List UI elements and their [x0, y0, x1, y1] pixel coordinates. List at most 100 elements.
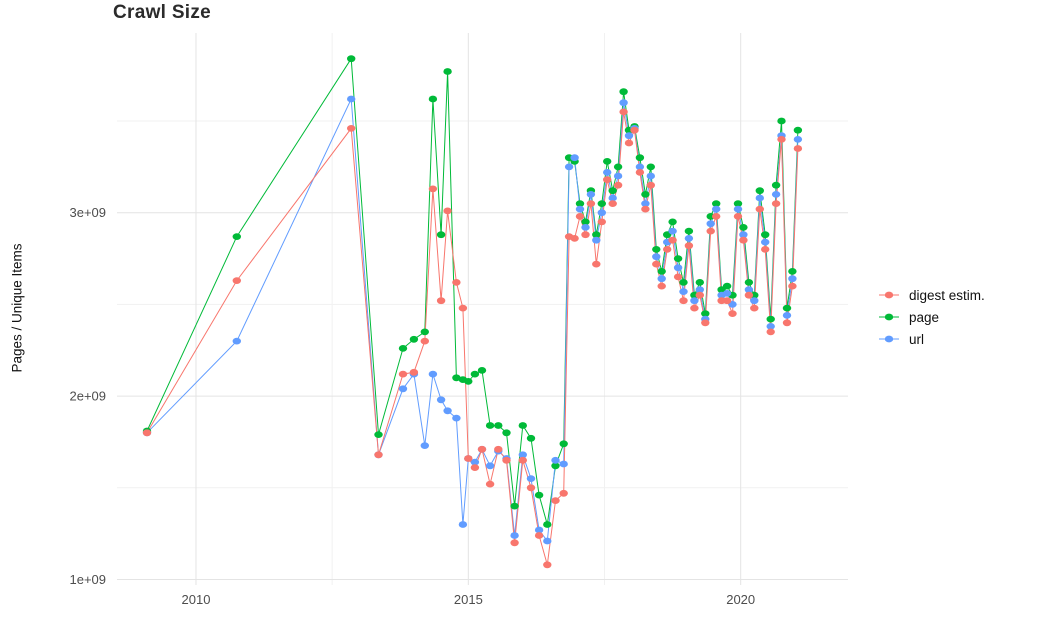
data-point-page	[755, 187, 764, 195]
data-point-page	[684, 227, 694, 235]
data-point-url	[793, 136, 803, 143]
data-point-digest	[232, 277, 241, 284]
data-point-url	[673, 264, 683, 272]
data-point-url	[782, 312, 792, 319]
legend-label: digest estim.	[909, 287, 985, 303]
data-point-digest	[733, 213, 743, 220]
data-point-page	[739, 224, 748, 231]
legend-label: url	[909, 331, 925, 347]
data-point-page	[436, 231, 446, 239]
x-tick-label: 2015	[454, 592, 483, 607]
data-point-digest	[428, 185, 438, 193]
data-point-page	[409, 335, 419, 343]
data-point-digest	[706, 227, 715, 235]
series-line-digest	[146, 111, 799, 565]
data-point-digest	[646, 181, 655, 189]
data-point-page	[777, 117, 786, 125]
data-point-page	[477, 367, 487, 374]
data-point-page	[518, 422, 527, 429]
data-point-url	[428, 370, 438, 378]
data-point-page	[619, 88, 628, 96]
data-point-url	[613, 172, 623, 180]
data-point-url	[739, 231, 748, 239]
data-point-digest	[608, 200, 617, 208]
data-point-url	[684, 235, 694, 242]
data-point-page	[502, 429, 511, 437]
data-point-url	[470, 458, 480, 466]
data-point-url	[443, 407, 452, 415]
data-point-url	[722, 290, 732, 297]
data-point-digest	[657, 282, 666, 290]
data-point-digest	[518, 456, 527, 464]
legend-key-page-icon	[879, 313, 899, 321]
data-point-url	[452, 414, 461, 422]
data-point-digest	[409, 368, 419, 376]
data-point-url	[761, 238, 770, 246]
data-point-url	[597, 209, 606, 217]
data-point-page	[771, 181, 781, 189]
data-point-digest	[436, 297, 446, 305]
data-point-page	[646, 163, 655, 171]
data-point-digest	[652, 260, 661, 268]
legend-key-url-icon	[879, 335, 899, 343]
data-point-digest	[624, 139, 634, 147]
data-point-digest	[543, 561, 552, 569]
data-point-digest	[551, 497, 560, 504]
data-point-url	[575, 205, 585, 213]
data-point-digest	[559, 489, 568, 497]
data-point-page	[575, 200, 585, 208]
data-point-digest	[630, 126, 639, 134]
data-point-url	[232, 337, 241, 345]
data-point-url	[788, 275, 797, 283]
data-point-url	[755, 194, 764, 202]
data-point-page	[559, 440, 568, 448]
data-point-url	[766, 323, 775, 330]
data-point-url	[570, 154, 579, 162]
data-point-page	[761, 231, 770, 239]
data-point-url	[624, 132, 634, 140]
data-point-digest	[679, 297, 688, 305]
data-point-digest	[722, 297, 732, 305]
x-tick-label: 2020	[726, 592, 755, 607]
data-point-digest	[443, 207, 452, 215]
data-point-url	[543, 537, 552, 545]
data-point-digest	[575, 213, 585, 220]
data-point-page	[510, 502, 519, 510]
data-point-page	[657, 268, 666, 275]
data-point-digest	[570, 235, 579, 242]
data-point-digest	[581, 231, 590, 239]
data-point-page	[744, 279, 754, 286]
data-point-page	[668, 218, 677, 226]
data-point-page	[452, 374, 461, 382]
data-point-page	[597, 200, 606, 208]
data-point-page	[608, 187, 617, 195]
data-point-page	[695, 279, 704, 286]
data-point-page	[485, 422, 495, 429]
data-point-page	[551, 462, 560, 470]
data-point-url	[586, 191, 596, 198]
data-point-digest	[586, 200, 596, 208]
data-point-url	[635, 163, 645, 171]
data-point-digest	[477, 445, 487, 453]
data-point-digest	[641, 205, 650, 213]
data-point-url	[641, 200, 650, 208]
data-point-url	[603, 169, 612, 176]
data-point-digest	[701, 319, 710, 327]
data-point-digest	[771, 200, 781, 208]
data-point-url	[646, 172, 655, 180]
data-point-digest	[668, 236, 677, 244]
data-point-digest	[603, 176, 612, 184]
data-point-digest	[502, 456, 511, 464]
data-point-page	[652, 246, 661, 253]
data-point-page	[470, 370, 480, 378]
y-tick-label: 2e+09	[69, 389, 106, 404]
data-point-url	[771, 191, 781, 198]
data-point-page	[793, 126, 803, 134]
data-point-digest	[739, 236, 748, 244]
data-point-url	[690, 297, 699, 305]
data-point-url	[420, 442, 429, 449]
series-line-url	[146, 97, 799, 543]
data-point-page	[613, 163, 623, 171]
y-tick-label: 1e+09	[69, 572, 106, 587]
data-point-url	[510, 532, 519, 539]
